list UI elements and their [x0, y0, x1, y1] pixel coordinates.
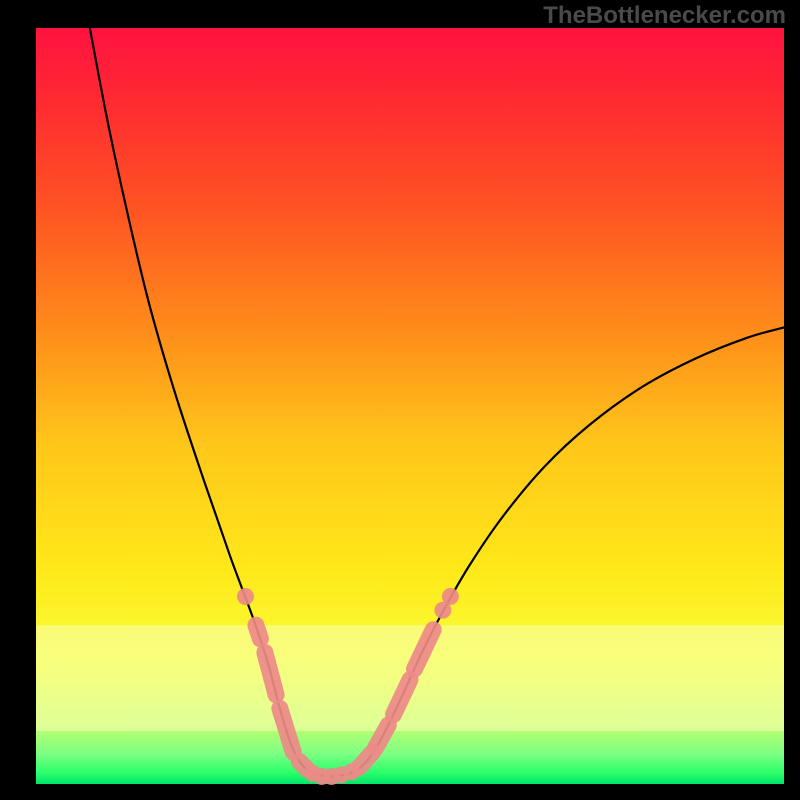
bead-segment [299, 761, 306, 769]
watermark-text: TheBottlenecker.com [543, 2, 786, 30]
bead-segment [376, 725, 389, 748]
bead-segment [256, 625, 260, 639]
chart-root: TheBottlenecker.com [0, 0, 800, 800]
bead-dot [343, 763, 360, 780]
bead-segment [265, 652, 276, 694]
chart-svg [0, 0, 800, 800]
bead-dot [442, 588, 459, 605]
bead-dot [237, 588, 254, 605]
